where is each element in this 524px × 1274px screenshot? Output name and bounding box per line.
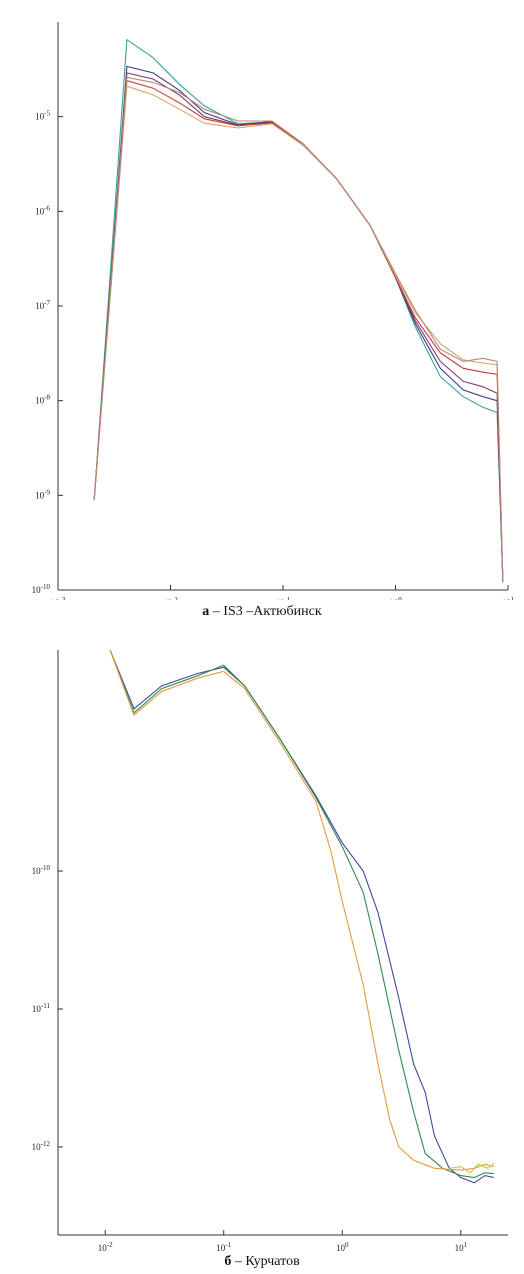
y-tick-label: 10-11 (32, 1002, 51, 1014)
x-tick-label: 10-2 (98, 1241, 113, 1252)
series-line-6 (93, 76, 504, 583)
caption-a: а – IS3 –Актюбинск (0, 604, 524, 620)
y-tick-label: 10-7 (35, 299, 50, 311)
series-line-2 (93, 65, 504, 583)
y-tick-label: 10-9 (35, 488, 50, 500)
x-tick-label: 100 (336, 1241, 349, 1252)
y-tick-label: 10-10 (32, 864, 51, 876)
x-tick-label: 101 (502, 596, 515, 600)
y-tick-label: 10-5 (35, 110, 50, 122)
series-line-3 (93, 72, 504, 583)
chart-b: 10-10 10-11 10-12 10-2 10-1 100 101 (0, 640, 524, 1252)
caption-a-letter: а (202, 604, 210, 619)
x-tick-label: 10-1 (276, 596, 291, 600)
x-tick-label: 10-2 (163, 596, 178, 600)
series-line-4 (93, 79, 504, 583)
y-tick-label: 10-10 (32, 583, 51, 595)
caption-b-text: – Курчатов (231, 1254, 300, 1269)
series-line-1 (109, 649, 495, 1184)
caption-b: б – Курчатов (0, 1254, 524, 1270)
y-tick-label: 10-12 (32, 1140, 51, 1152)
series-line-2 (109, 649, 494, 1179)
series-line-3 (109, 649, 495, 1171)
series-line-5 (93, 85, 504, 583)
x-tick-label: 101 (455, 1241, 468, 1252)
x-tick-label: 100 (389, 596, 402, 600)
caption-a-text: – IS3 –Актюбинск (209, 604, 322, 619)
series-line-4 (449, 1162, 495, 1174)
chart-b-plot: 10-10 10-11 10-12 10-2 10-1 100 101 (32, 649, 508, 1252)
series-line-1 (93, 38, 504, 583)
y-tick-label: 10-6 (35, 204, 50, 216)
y-tick-label: 10-8 (35, 394, 50, 406)
x-tick-label: 10-1 (216, 1241, 231, 1252)
caption-b-letter: б (224, 1254, 232, 1269)
x-tick-label: 10-3 (51, 596, 66, 600)
